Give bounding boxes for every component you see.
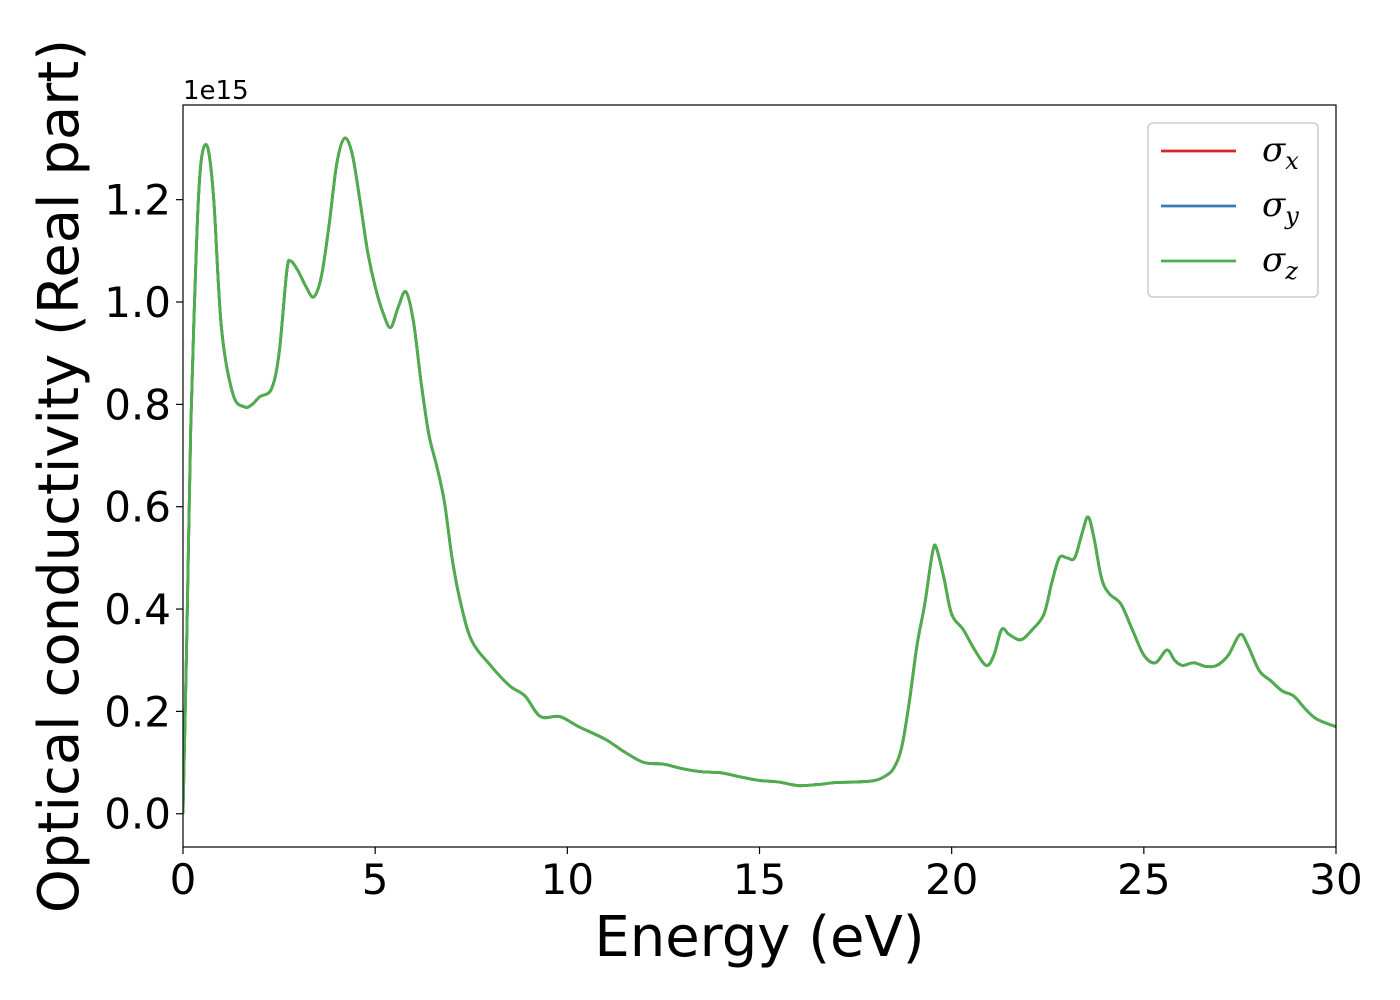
series-line-z [183, 136, 1336, 814]
legend: σx σy σz [1147, 122, 1319, 298]
legend-label-y: σy [1262, 185, 1299, 230]
x-tick-label: 0 [170, 855, 197, 904]
x-axis-label: Energy (eV) [594, 905, 924, 970]
x-tick-label: 15 [733, 855, 786, 904]
x-tick-label: 25 [1117, 855, 1170, 904]
y-axis-ticks: 0.0 0.2 0.4 0.6 0.8 1.0 1.2 [104, 176, 183, 839]
x-tick-label: 5 [362, 855, 389, 904]
y-tick-label: 0.4 [104, 585, 171, 634]
x-tick-label: 30 [1309, 855, 1362, 904]
x-tick-label: 20 [925, 855, 978, 904]
y-axis-label: Optical conductivity (Real part) [27, 39, 92, 913]
y-tick-label: 0.2 [104, 687, 171, 736]
legend-box [1147, 122, 1319, 298]
y-tick-label: 1.2 [104, 176, 171, 225]
legend-label-x: σx [1262, 130, 1299, 175]
y-tick-label: 0.6 [104, 483, 171, 532]
x-axis-ticks: 0 5 10 15 20 25 30 [170, 847, 1363, 904]
y-tick-label: 0.8 [104, 380, 171, 429]
y-tick-label: 1.0 [104, 278, 171, 327]
x-tick-label: 10 [541, 855, 594, 904]
legend-label-z: σz [1262, 240, 1298, 285]
y-axis-offset-text: 1e15 [183, 76, 249, 106]
y-tick-label: 0.0 [104, 790, 171, 839]
series-layer [183, 136, 1336, 814]
